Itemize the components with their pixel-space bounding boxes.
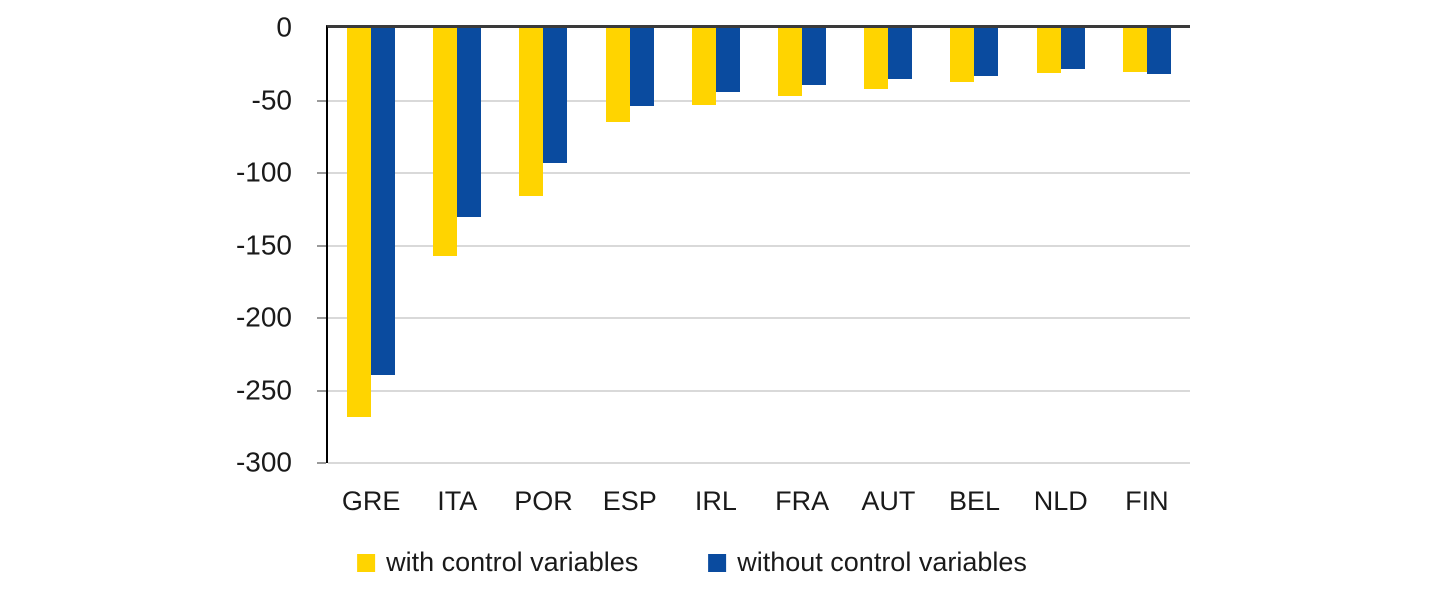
- y-tick-label: -50: [251, 83, 292, 115]
- bar-without-controls-fin: [1146, 28, 1171, 75]
- legend-swatch-icon: [708, 553, 727, 572]
- y-tick-mark: [317, 99, 326, 102]
- x-axis: GRE ITA POR ESP IRL FRA AUT BEL NLD FIN: [328, 486, 1190, 517]
- bar-with-controls-nld: [1036, 28, 1061, 73]
- legend-label: with control variables: [386, 547, 639, 577]
- bar-with-controls-fra: [778, 28, 803, 97]
- bar-without-controls-fra: [802, 28, 827, 85]
- bar-without-controls-bel: [974, 28, 999, 76]
- x-tick-label-fin: FIN: [1125, 486, 1169, 516]
- y-tick-mark: [317, 462, 326, 464]
- y-tick-label: -200: [235, 301, 292, 333]
- legend-item-without-controls: without control variables: [708, 547, 1027, 578]
- legend-label: without control variables: [737, 547, 1027, 577]
- bar-group-irl: [673, 28, 759, 463]
- gridline: [328, 317, 1190, 319]
- bar-with-controls-aut: [864, 28, 889, 89]
- x-tick-label-gre: GRE: [341, 486, 401, 516]
- bar-without-controls-nld: [1060, 28, 1085, 69]
- bar-without-controls-gre: [371, 28, 396, 375]
- x-tick-label-esp: ESP: [602, 486, 657, 516]
- gridline: [328, 389, 1190, 392]
- y-tick-mark: [317, 389, 326, 392]
- bar-group-por: [500, 28, 586, 463]
- bar-without-controls-esp: [629, 28, 654, 107]
- y-tick-label: 0: [276, 11, 292, 43]
- legend: with control variables without control va…: [357, 547, 1027, 578]
- x-tick-label-bel: BEL: [949, 486, 1001, 516]
- bar-with-controls-esp: [605, 28, 630, 123]
- x-tick-label-por: POR: [514, 486, 573, 516]
- plot-area: [317, 25, 1190, 464]
- x-tick-label-nld: NLD: [1033, 486, 1088, 516]
- bar-with-controls-gre: [347, 28, 372, 417]
- y-tick-mark: [317, 317, 326, 319]
- bar-with-controls-fin: [1122, 28, 1147, 72]
- bar-without-controls-irl: [715, 28, 740, 92]
- gridline: [328, 172, 1190, 174]
- x-tick-label-fra: FRA: [775, 486, 830, 516]
- y-axis: 0 -50 -100 -150 -200 -250 -300: [0, 11, 292, 477]
- bar-with-controls-por: [519, 28, 544, 197]
- bar-group-aut: [845, 28, 931, 463]
- bar-without-controls-ita: [457, 28, 482, 217]
- bar-group-bel: [931, 28, 1017, 463]
- legend-item-with-controls: with control variables: [357, 547, 638, 578]
- y-tick-mark: [317, 172, 326, 174]
- legend-swatch-icon: [357, 553, 376, 572]
- y-tick-mark: [317, 244, 326, 247]
- y-tick-label: -100: [235, 156, 292, 188]
- bar-without-controls-aut: [888, 28, 913, 79]
- gridline: [328, 99, 1190, 102]
- bar-group-ita: [414, 28, 500, 463]
- bar-with-controls-ita: [433, 28, 458, 256]
- bar-group-esp: [587, 28, 673, 463]
- bar-group-fra: [759, 28, 845, 463]
- gridline: [328, 244, 1190, 247]
- x-tick-label-ita: ITA: [437, 486, 478, 516]
- y-tick-label: -150: [235, 228, 292, 260]
- bar-with-controls-irl: [691, 28, 716, 105]
- y-tick-label: -300: [235, 446, 292, 478]
- x-tick-label-aut: AUT: [861, 486, 916, 516]
- bar-group-nld: [1018, 28, 1104, 463]
- x-tick-label-irl: IRL: [694, 486, 737, 516]
- bar-without-controls-por: [543, 28, 568, 163]
- bar-with-controls-bel: [950, 28, 975, 82]
- bar-group-gre: [328, 28, 414, 463]
- gridline: [328, 462, 1190, 464]
- y-tick-label: -250: [235, 373, 292, 405]
- bar-group-fin: [1104, 28, 1190, 463]
